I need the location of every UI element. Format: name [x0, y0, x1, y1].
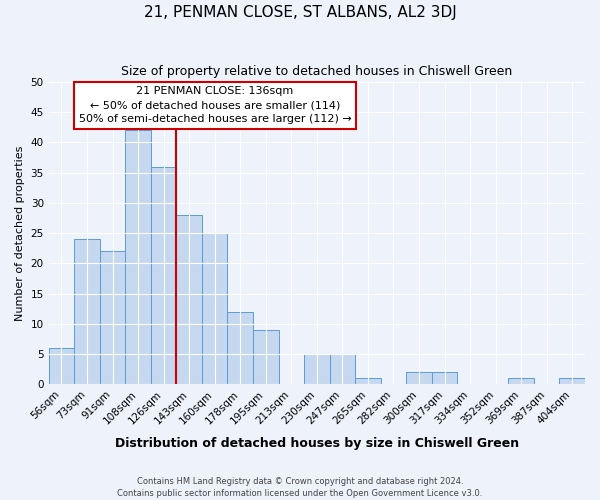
- Bar: [559, 378, 585, 384]
- Text: 21 PENMAN CLOSE: 136sqm
← 50% of detached houses are smaller (114)
50% of semi-d: 21 PENMAN CLOSE: 136sqm ← 50% of detache…: [79, 86, 352, 124]
- Text: 21, PENMAN CLOSE, ST ALBANS, AL2 3DJ: 21, PENMAN CLOSE, ST ALBANS, AL2 3DJ: [143, 5, 457, 20]
- Bar: [329, 354, 355, 384]
- Bar: [432, 372, 457, 384]
- X-axis label: Distribution of detached houses by size in Chiswell Green: Distribution of detached houses by size …: [115, 437, 519, 450]
- Bar: [227, 312, 253, 384]
- Bar: [74, 239, 100, 384]
- Bar: [100, 251, 125, 384]
- Bar: [253, 330, 278, 384]
- Bar: [176, 215, 202, 384]
- Bar: [202, 233, 227, 384]
- Bar: [151, 166, 176, 384]
- Y-axis label: Number of detached properties: Number of detached properties: [15, 146, 25, 320]
- Bar: [304, 354, 329, 384]
- Bar: [49, 348, 74, 384]
- Bar: [406, 372, 432, 384]
- Bar: [125, 130, 151, 384]
- Bar: [355, 378, 380, 384]
- Bar: [508, 378, 534, 384]
- Text: Contains HM Land Registry data © Crown copyright and database right 2024.
Contai: Contains HM Land Registry data © Crown c…: [118, 476, 482, 498]
- Title: Size of property relative to detached houses in Chiswell Green: Size of property relative to detached ho…: [121, 65, 512, 78]
